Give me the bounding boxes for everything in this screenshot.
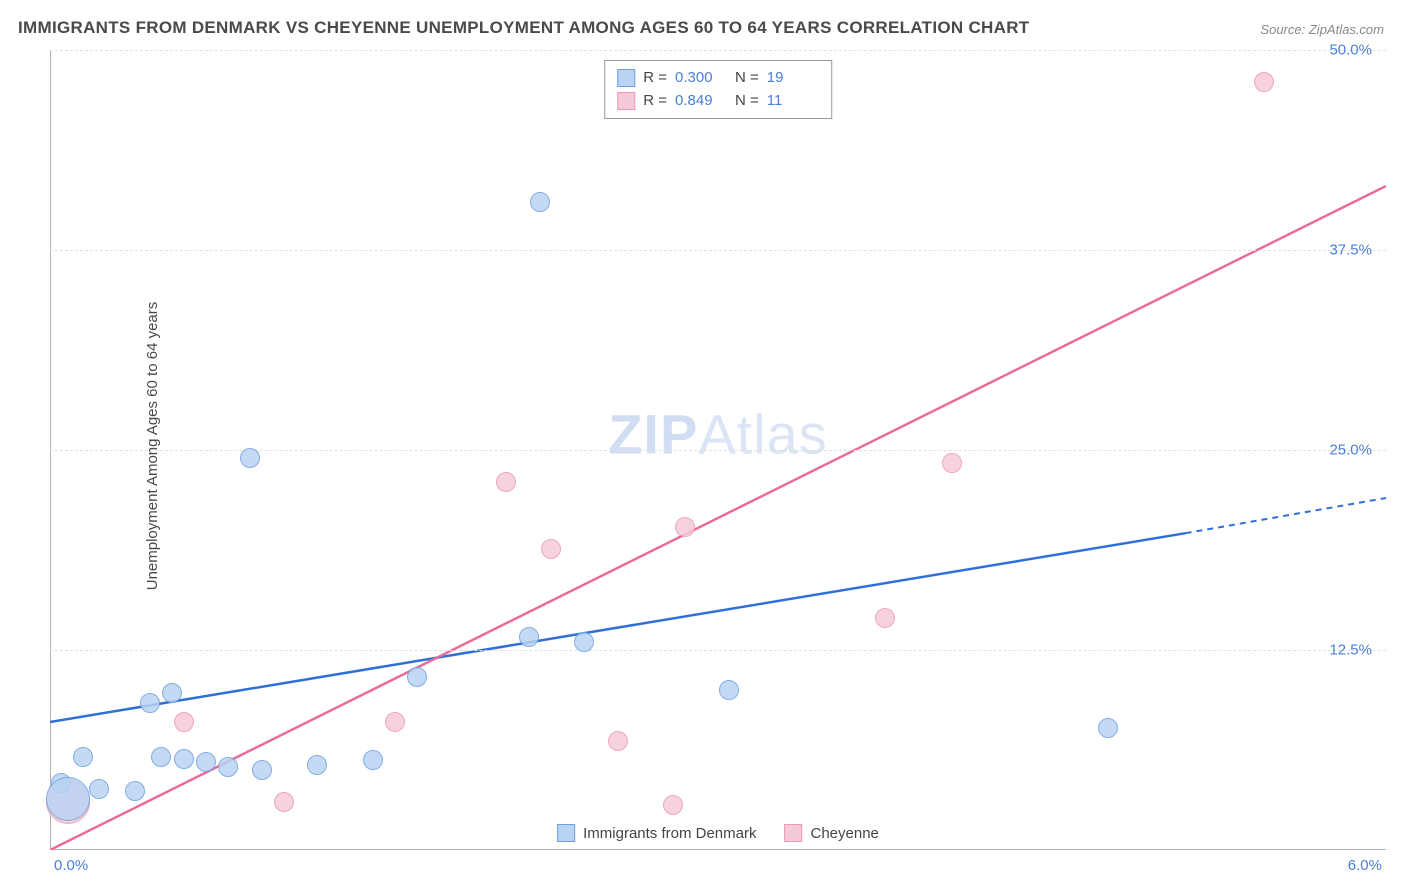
data-point-cheyenne [675,517,695,537]
data-point-denmark [46,777,90,821]
data-point-denmark [89,779,109,799]
source-label: Source: [1260,22,1305,37]
data-point-cheyenne [174,712,194,732]
trend-line-denmark [50,533,1186,722]
series-label-denmark: Immigrants from Denmark [583,825,756,842]
gridline [50,250,1386,251]
data-point-cheyenne [942,453,962,473]
gridline [50,650,1386,651]
x-axis-line [50,849,1386,850]
y-tick-label: 12.5% [1329,642,1372,659]
legend-correlation: R = 0.300 N = 19 R = 0.849 N = 11 [604,60,832,119]
data-point-denmark [519,627,539,647]
gridline [50,50,1386,51]
watermark: ZIPAtlas [608,402,828,467]
watermark-bold: ZIP [608,403,698,466]
x-tick-max: 6.0% [1348,857,1382,874]
swatch-denmark [617,69,635,87]
data-point-denmark [73,747,93,767]
data-point-cheyenne [1254,72,1274,92]
r-value-denmark: 0.300 [675,67,727,90]
data-point-cheyenne [541,539,561,559]
data-point-cheyenne [663,795,683,815]
data-point-denmark [719,680,739,700]
swatch-cheyenne [784,824,802,842]
data-point-cheyenne [496,472,516,492]
source-attribution: Source: ZipAtlas.com [1260,22,1384,37]
data-point-denmark [407,667,427,687]
y-tick-label: 37.5% [1329,242,1372,259]
y-tick-label: 25.0% [1329,442,1372,459]
data-point-denmark [252,760,272,780]
data-point-denmark [574,632,594,652]
chart-title: IMMIGRANTS FROM DENMARK VS CHEYENNE UNEM… [18,18,1029,38]
data-point-cheyenne [274,792,294,812]
data-point-cheyenne [385,712,405,732]
data-point-denmark [218,757,238,777]
legend-row-denmark: R = 0.300 N = 19 [617,67,819,90]
n-value-cheyenne: 11 [767,90,819,113]
data-point-denmark [162,683,182,703]
n-value-denmark: 19 [767,67,819,90]
data-point-denmark [1098,718,1118,738]
legend-item-cheyenne: Cheyenne [784,824,878,842]
r-value-cheyenne: 0.849 [675,90,727,113]
watermark-thin: Atlas [698,403,828,466]
y-tick-label: 50.0% [1329,42,1372,59]
legend-item-denmark: Immigrants from Denmark [557,824,756,842]
data-point-cheyenne [608,731,628,751]
data-point-denmark [363,750,383,770]
trend-line-extrapolation-denmark [1186,498,1386,533]
data-point-cheyenne [875,608,895,628]
data-point-denmark [307,755,327,775]
source-value: ZipAtlas.com [1309,22,1384,37]
data-point-denmark [174,749,194,769]
data-point-denmark [125,781,145,801]
data-point-denmark [530,192,550,212]
data-point-denmark [196,752,216,772]
data-point-denmark [140,693,160,713]
trend-line-cheyenne [50,186,1386,850]
swatch-cheyenne [617,92,635,110]
series-label-cheyenne: Cheyenne [810,825,878,842]
n-label: N = [735,90,759,113]
swatch-denmark [557,824,575,842]
x-tick-min: 0.0% [54,857,88,874]
data-point-denmark [151,747,171,767]
data-point-denmark [240,448,260,468]
legend-series: Immigrants from Denmark Cheyenne [551,822,885,844]
n-label: N = [735,67,759,90]
r-label: R = [643,67,667,90]
plot-area: ZIPAtlas R = 0.300 N = 19 R = 0.849 N = … [50,50,1386,850]
r-label: R = [643,90,667,113]
legend-row-cheyenne: R = 0.849 N = 11 [617,90,819,113]
